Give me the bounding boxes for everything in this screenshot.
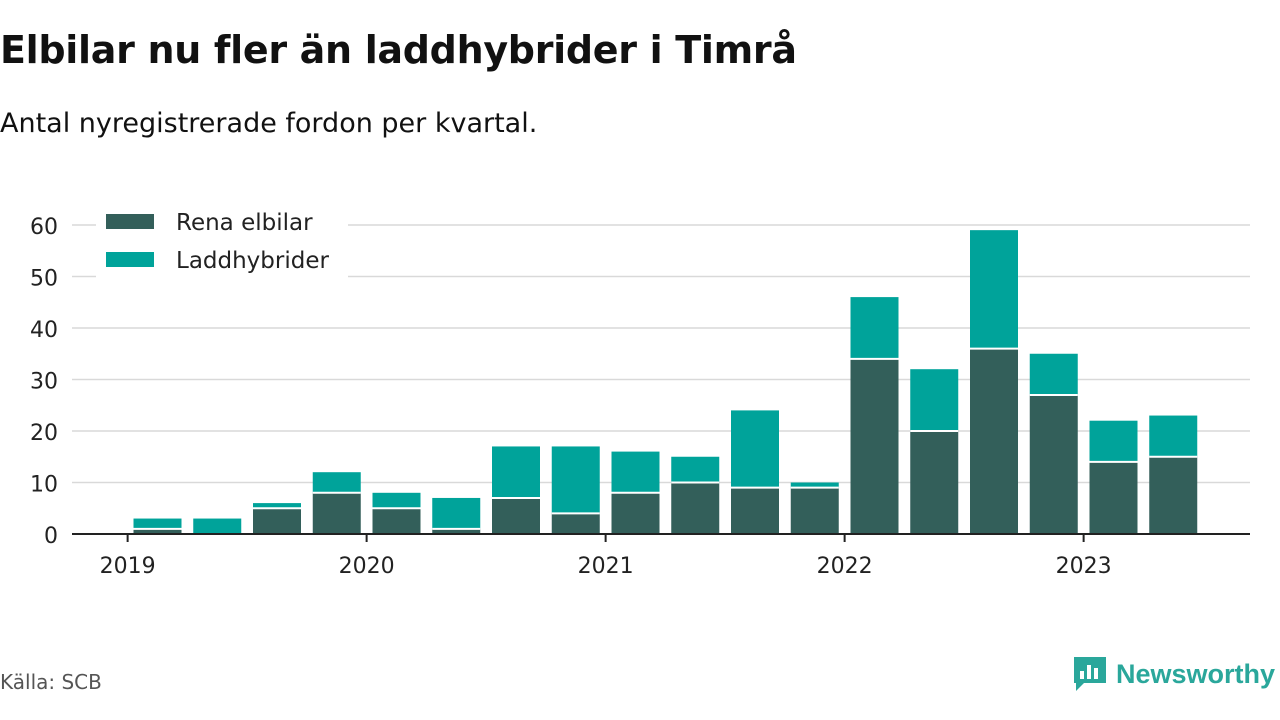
bar-rena-elbilar (790, 487, 839, 534)
bar-rena-elbilar (1149, 456, 1198, 534)
bar-rena-elbilar (671, 482, 720, 534)
x-tick-label: 2021 (578, 554, 634, 579)
legend-swatch (106, 214, 154, 229)
bar-rena-elbilar (910, 431, 959, 534)
x-tick-label: 2020 (339, 554, 395, 579)
bar-rena-elbilar (1089, 461, 1138, 534)
bar-laddhybrider (790, 482, 839, 488)
y-tick-label: 60 (30, 215, 58, 240)
y-tick-label: 50 (30, 267, 58, 292)
x-tick-label: 2023 (1056, 554, 1112, 579)
bar-laddhybrider (432, 497, 481, 529)
bar-rena-elbilar (133, 528, 182, 534)
newsworthy-logo: Newsworthy (1072, 655, 1275, 693)
y-tick-label: 30 (30, 370, 58, 395)
bar-laddhybrider (850, 297, 899, 359)
x-tick-label: 2022 (817, 554, 873, 579)
bar-laddhybrider (1149, 415, 1198, 457)
chart-title: Elbilar nu fler än laddhybrider i Timrå (0, 28, 797, 72)
bar-rena-elbilar (253, 508, 301, 534)
bar-laddhybrider (1029, 353, 1078, 395)
bar-rena-elbilar (312, 492, 361, 534)
source-note: Källa: SCB (0, 670, 102, 694)
legend-swatch (106, 252, 154, 267)
bar-rena-elbilar (731, 487, 779, 534)
brand-name: Newsworthy (1116, 658, 1276, 689)
chart-subtitle: Antal nyregistrerade fordon per kvartal. (0, 108, 538, 139)
bar-laddhybrider (970, 230, 1018, 349)
bar-chart-icon (1074, 657, 1106, 691)
bar-rena-elbilar (1029, 394, 1078, 534)
bar-rena-elbilar (492, 497, 540, 534)
y-tick-label: 20 (30, 421, 58, 446)
bar-rena-elbilar (970, 348, 1018, 534)
y-tick-label: 10 (30, 473, 58, 498)
bar-laddhybrider (731, 410, 779, 488)
bar-rena-elbilar (611, 492, 660, 534)
bar-laddhybrider (253, 503, 301, 509)
axes: 0 10 20 30 40 50 60 2019 2020 2021 2022 2023 (30, 215, 1250, 579)
bar-laddhybrider (910, 369, 959, 431)
bar-laddhybrider (551, 446, 600, 514)
bar-rena-elbilar (551, 513, 600, 534)
bar-rena-elbilar (372, 508, 421, 534)
x-tick-label: 2019 (100, 554, 156, 579)
bar-laddhybrider (133, 518, 182, 529)
bar-laddhybrider (372, 492, 421, 509)
bar-laddhybrider (193, 518, 242, 534)
legend: Rena elbilar Laddhybrider (96, 200, 348, 280)
bars (133, 230, 1198, 534)
bar-rena-elbilar (432, 528, 481, 534)
bar-laddhybrider (312, 472, 361, 493)
legend-label: Rena elbilar (176, 210, 313, 236)
y-tick-label: 40 (30, 318, 58, 343)
bar-laddhybrider (611, 451, 660, 493)
y-tick-label: 0 (44, 524, 58, 549)
bar-laddhybrider (671, 456, 720, 483)
legend-label: Laddhybrider (176, 248, 329, 274)
bar-rena-elbilar (850, 358, 899, 534)
bar-laddhybrider (1089, 420, 1138, 462)
bar-laddhybrider (492, 446, 540, 498)
